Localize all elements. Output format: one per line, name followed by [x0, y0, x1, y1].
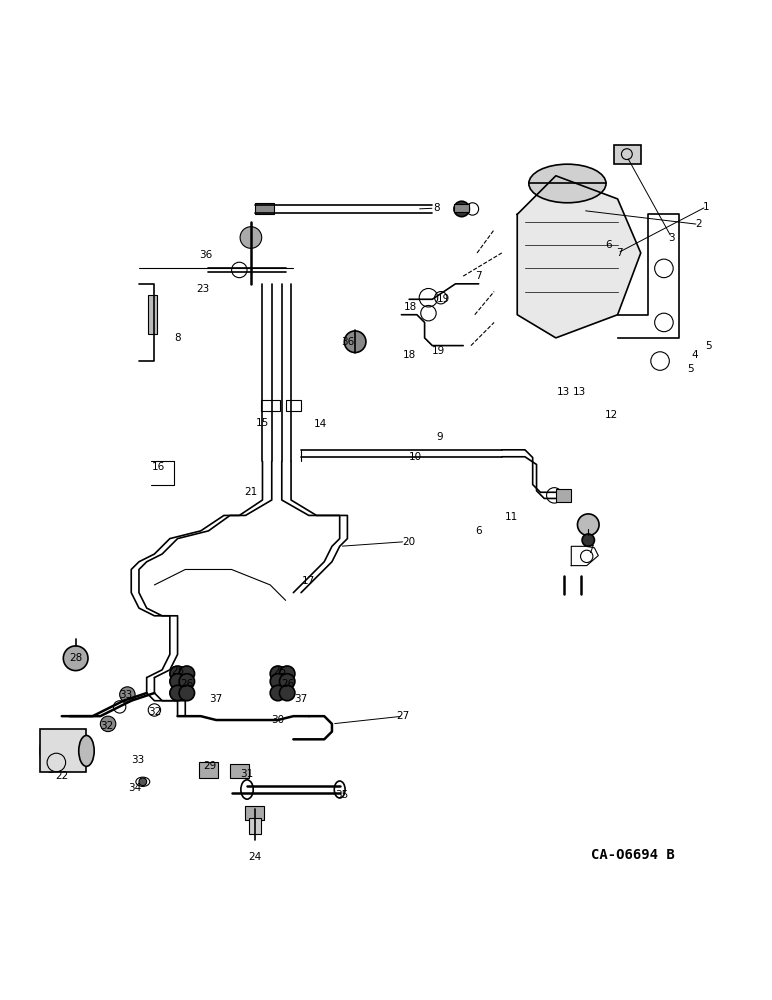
Text: CA-O6694 B: CA-O6694 B [591, 848, 675, 862]
Circle shape [582, 534, 594, 546]
Text: 10: 10 [408, 452, 422, 462]
Bar [148, 295, 157, 334]
Polygon shape [517, 176, 641, 338]
Text: 35: 35 [335, 790, 349, 800]
Bar [199, 762, 218, 778]
Text: 32: 32 [147, 707, 161, 717]
Text: 21: 21 [244, 487, 258, 497]
Text: 23: 23 [196, 284, 210, 294]
Circle shape [170, 685, 185, 701]
Circle shape [279, 685, 295, 701]
Text: 37: 37 [294, 694, 308, 704]
Text: 4: 4 [692, 350, 698, 360]
Bar [556, 489, 571, 502]
Text: 6: 6 [605, 240, 611, 250]
Text: 13: 13 [557, 387, 571, 397]
Ellipse shape [79, 735, 94, 766]
Text: 33: 33 [130, 755, 144, 765]
Circle shape [179, 666, 195, 681]
Circle shape [344, 331, 366, 353]
Bar [614, 145, 641, 164]
Text: 31: 31 [240, 769, 254, 779]
Text: 29: 29 [203, 761, 217, 771]
Text: 17: 17 [302, 576, 316, 586]
Text: 26: 26 [180, 679, 194, 689]
Circle shape [139, 778, 147, 786]
Circle shape [577, 514, 599, 536]
Text: 27: 27 [396, 711, 410, 721]
Bar [261, 400, 280, 411]
Text: 34: 34 [128, 783, 142, 793]
Bar [255, 203, 274, 214]
Text: 6: 6 [476, 526, 482, 536]
Text: 15: 15 [256, 418, 269, 428]
Circle shape [270, 685, 286, 701]
Text: 36: 36 [340, 337, 354, 347]
Circle shape [270, 674, 286, 689]
Bar [40, 729, 86, 772]
Text: 19: 19 [437, 294, 451, 304]
Bar [245, 806, 264, 820]
Bar [230, 764, 249, 778]
Ellipse shape [529, 164, 606, 203]
Text: 14: 14 [313, 419, 327, 429]
Circle shape [120, 687, 135, 702]
Text: 25: 25 [273, 666, 286, 676]
Bar [454, 204, 469, 212]
Text: 18: 18 [404, 302, 418, 312]
Ellipse shape [40, 730, 62, 772]
Bar [286, 400, 301, 411]
Text: 28: 28 [69, 653, 83, 663]
Text: 26: 26 [281, 679, 295, 689]
Bar [249, 818, 261, 834]
Text: 36: 36 [198, 250, 212, 260]
Text: 22: 22 [55, 771, 69, 781]
Text: 7: 7 [476, 271, 482, 281]
Text: 12: 12 [604, 410, 618, 420]
Text: 25: 25 [171, 666, 185, 676]
Circle shape [170, 666, 185, 681]
Text: 30: 30 [271, 715, 285, 725]
Text: 20: 20 [402, 537, 416, 547]
Text: 24: 24 [248, 852, 262, 862]
Text: 7: 7 [587, 545, 594, 555]
Text: 3: 3 [669, 233, 675, 243]
Circle shape [279, 666, 295, 681]
Circle shape [179, 685, 195, 701]
Text: 1: 1 [703, 202, 709, 212]
Text: 11: 11 [505, 512, 519, 522]
Text: 19: 19 [432, 346, 445, 356]
Circle shape [179, 674, 195, 689]
Circle shape [170, 674, 185, 689]
Text: 7: 7 [616, 248, 622, 258]
Text: 16: 16 [151, 462, 165, 472]
Text: 33: 33 [119, 690, 133, 700]
Text: 5: 5 [706, 341, 712, 351]
Circle shape [100, 716, 116, 732]
Circle shape [454, 201, 469, 217]
Circle shape [279, 674, 295, 689]
Text: 8: 8 [433, 203, 439, 213]
Circle shape [63, 646, 88, 671]
Text: 37: 37 [209, 694, 223, 704]
Text: 18: 18 [402, 350, 416, 360]
Text: 8: 8 [174, 333, 181, 343]
Text: 5: 5 [688, 364, 694, 374]
Circle shape [270, 666, 286, 681]
Text: 2: 2 [696, 219, 702, 229]
Circle shape [240, 227, 262, 248]
Text: 9: 9 [437, 432, 443, 442]
Text: 32: 32 [100, 721, 113, 731]
Text: 13: 13 [572, 387, 586, 397]
